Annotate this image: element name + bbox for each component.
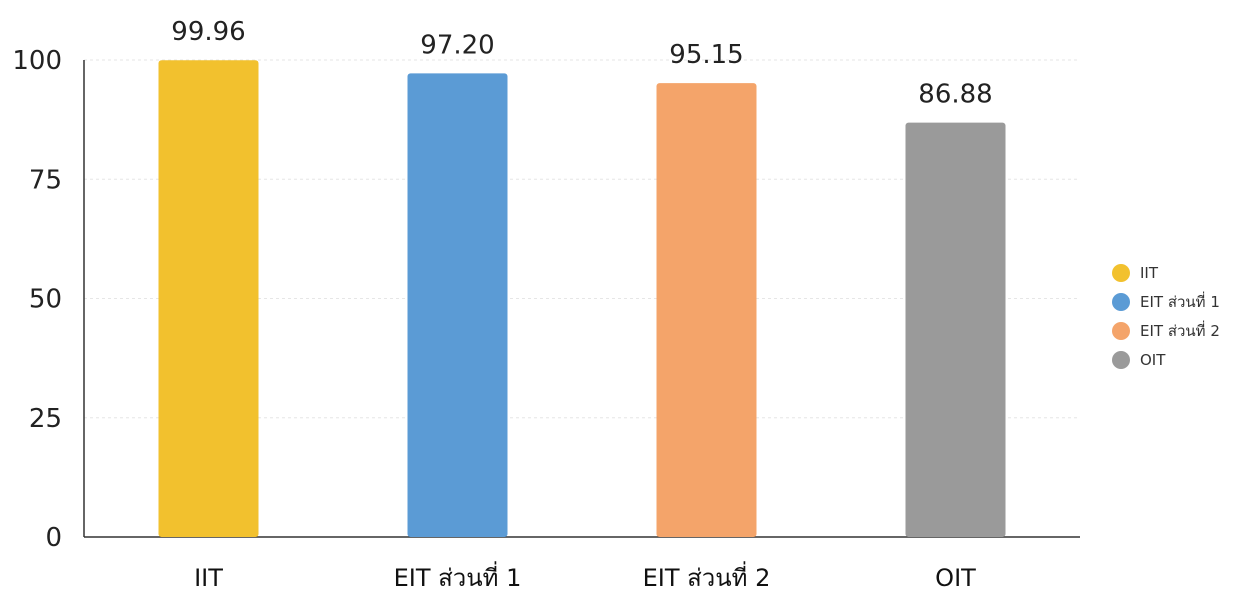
legend-label: EIT ส่วนที่ 1 <box>1140 292 1220 311</box>
y-axis-ticks: 0 25 50 75 100 <box>12 46 62 553</box>
legend-swatch <box>1112 263 1130 282</box>
data-labels: 99.96 97.20 95.15 86.88 <box>171 17 992 109</box>
x-tick-label: EIT ส่วนที่ 2 <box>643 561 771 592</box>
legend-label: OIT <box>1140 350 1166 369</box>
y-tick-label: 0 <box>45 523 62 553</box>
legend-item: EIT ส่วนที่ 2 <box>1112 316 1220 345</box>
x-tick-label: OIT <box>935 564 976 592</box>
y-tick-label: 25 <box>29 404 62 434</box>
x-tick-label: IIT <box>194 564 223 592</box>
bar <box>656 83 757 538</box>
data-label: 86.88 <box>918 80 992 110</box>
legend-item: EIT ส่วนที่ 1 <box>1112 287 1220 316</box>
legend-swatch <box>1112 350 1130 369</box>
bar <box>407 73 508 537</box>
legend-item: IIT <box>1112 258 1220 287</box>
bar <box>158 60 259 538</box>
legend-label: IIT <box>1140 263 1159 282</box>
y-tick-label: 100 <box>12 46 62 76</box>
legend-swatch <box>1112 321 1130 340</box>
data-label: 95.15 <box>669 40 743 70</box>
data-label: 99.96 <box>171 17 245 47</box>
bar <box>905 122 1006 537</box>
y-tick-label: 50 <box>29 285 62 315</box>
bars <box>158 60 1006 538</box>
legend-swatch <box>1112 292 1130 311</box>
x-tick-label: EIT ส่วนที่ 1 <box>394 561 522 592</box>
category-labels: IIT EIT ส่วนที่ 1 EIT ส่วนที่ 2 OIT <box>194 561 976 592</box>
legend-label: EIT ส่วนที่ 2 <box>1140 321 1220 340</box>
legend: IIT EIT ส่วนที่ 1 EIT ส่วนที่ 2 OIT <box>1112 258 1220 374</box>
data-label: 97.20 <box>420 30 494 60</box>
legend-item: OIT <box>1112 345 1220 374</box>
y-tick-label: 75 <box>29 165 62 195</box>
